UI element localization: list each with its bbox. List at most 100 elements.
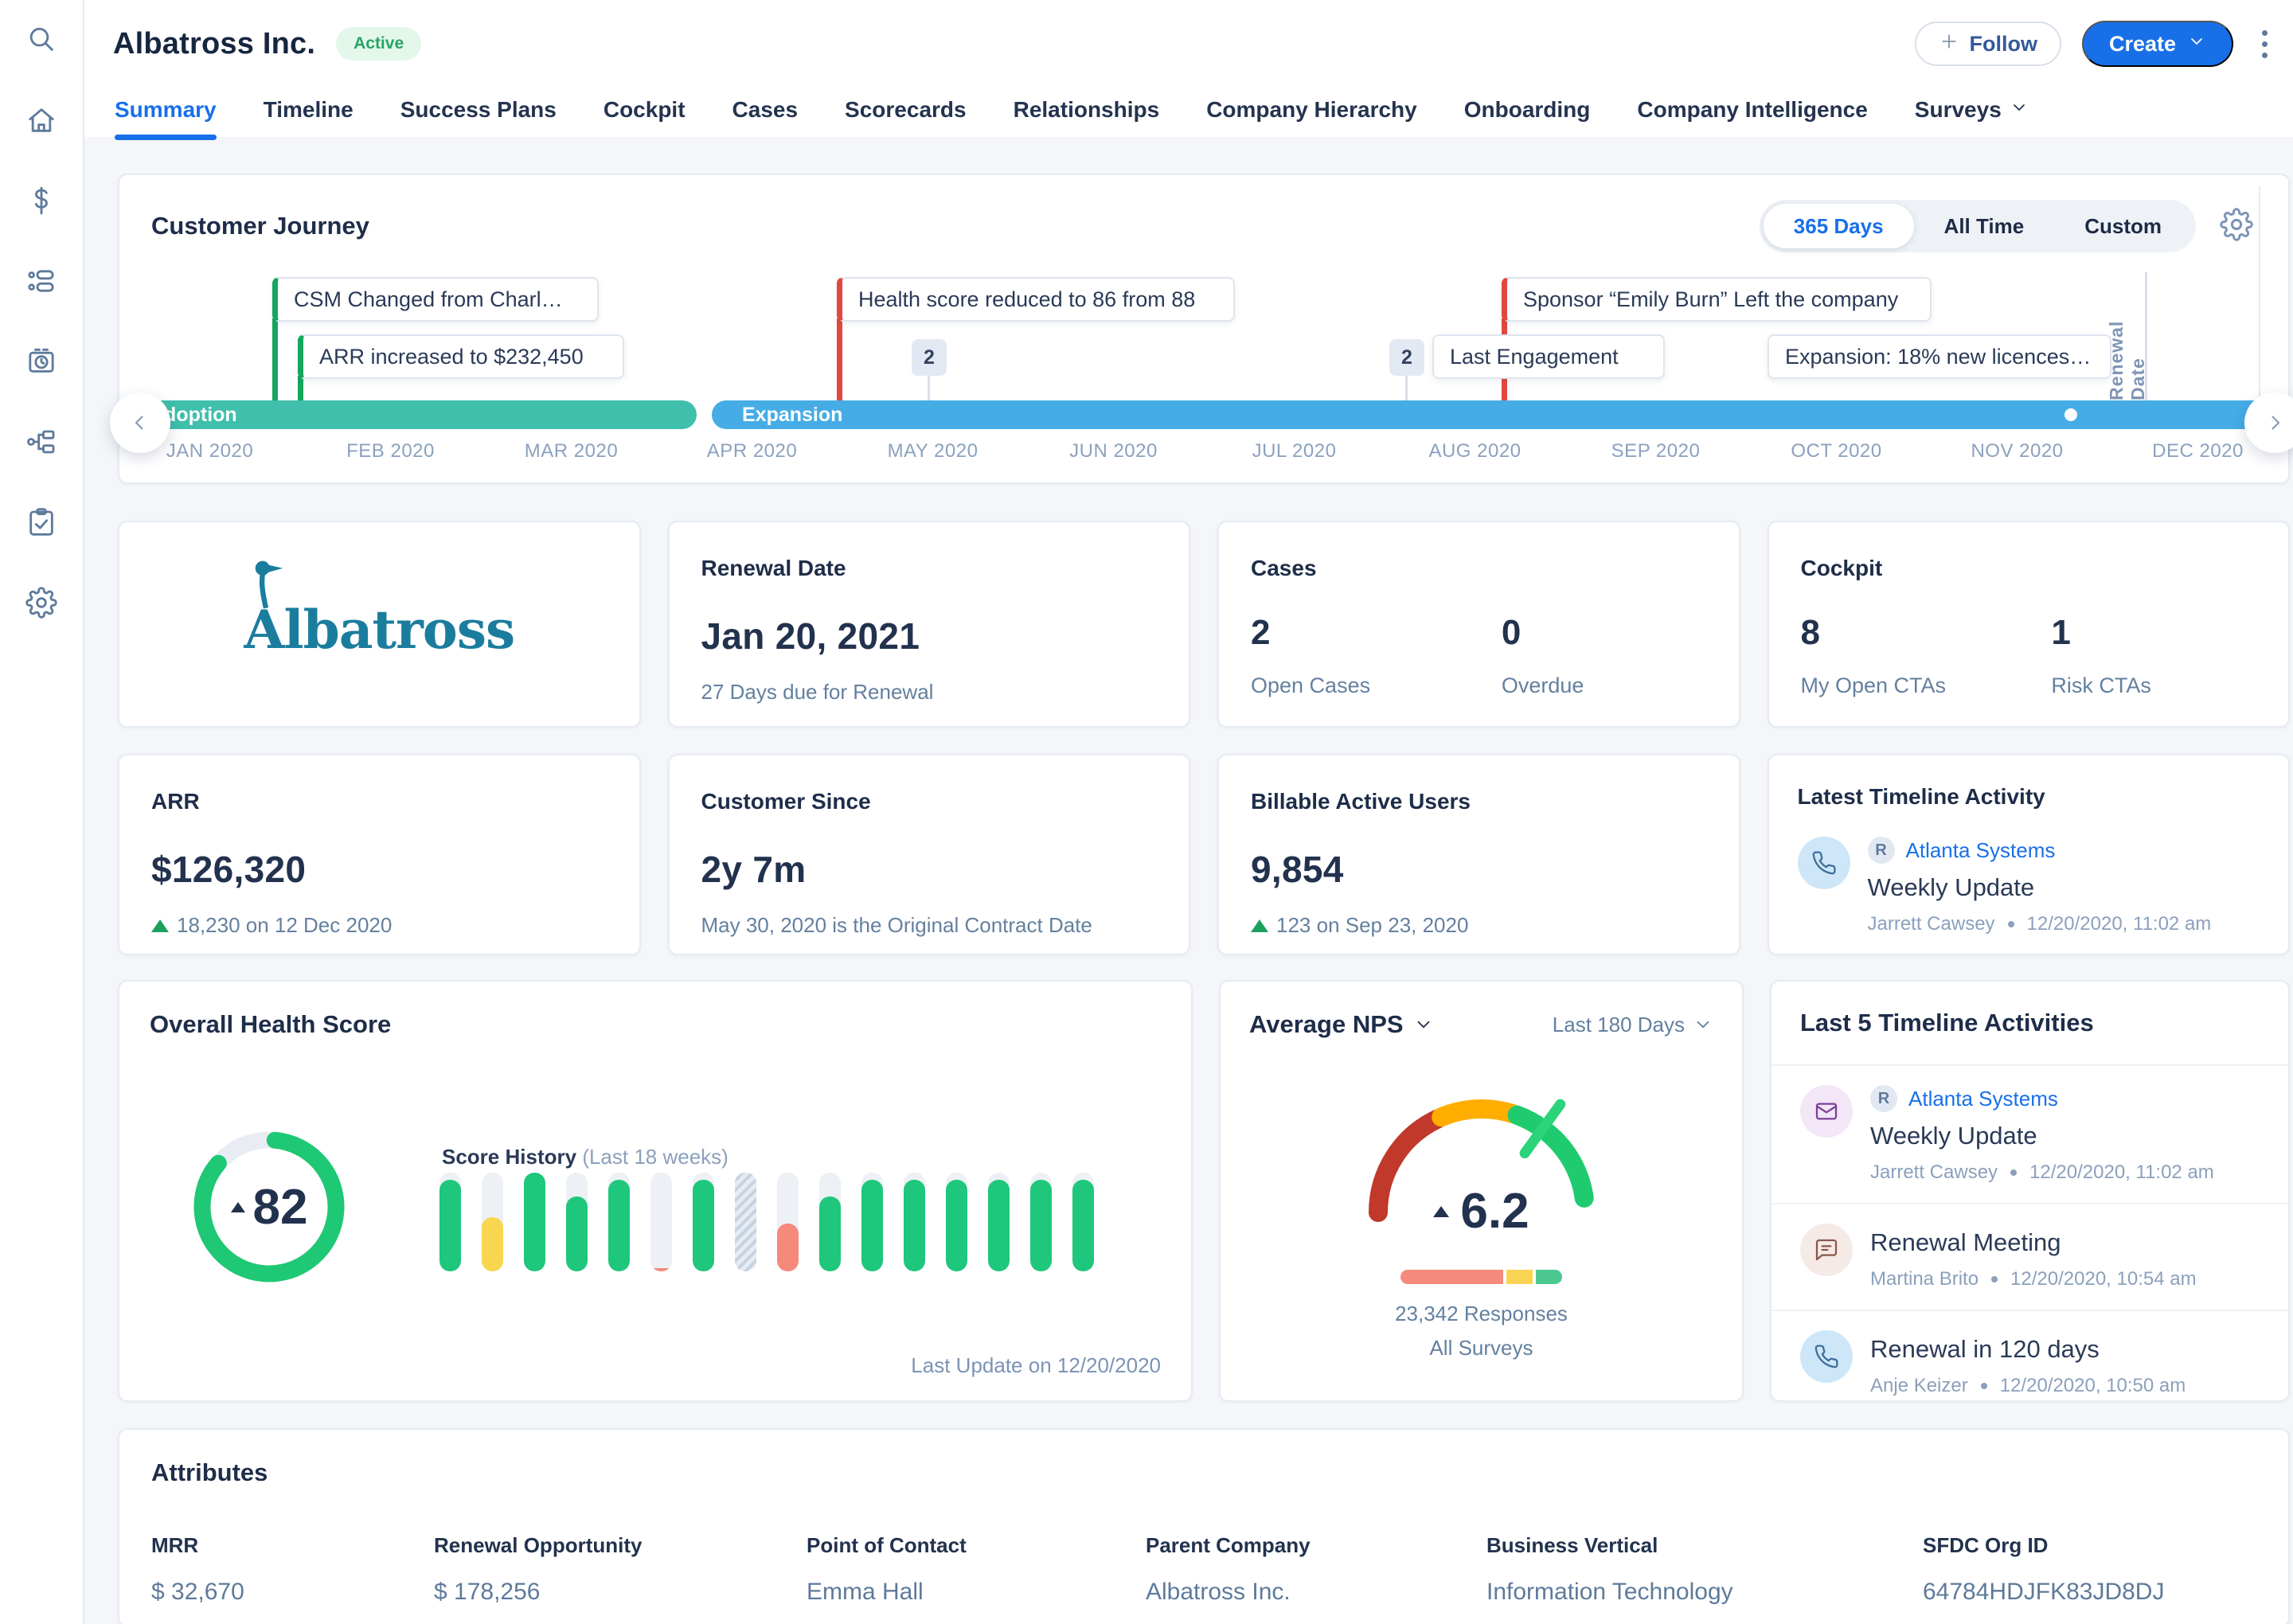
sidebar-item-dollar[interactable] — [24, 185, 59, 220]
event-stem — [272, 318, 278, 400]
renewal-dot — [2064, 408, 2077, 421]
sidebar-item-sliders[interactable] — [24, 265, 59, 300]
gear-icon[interactable] — [2220, 207, 2253, 245]
nps-period-dropdown[interactable]: Last 180 Days — [1553, 1013, 1713, 1037]
tab-scorecards[interactable]: Scorecards — [845, 97, 967, 140]
journey-title: Customer Journey — [151, 212, 369, 240]
event-group-stem — [1405, 373, 1408, 400]
timeline-next-button[interactable] — [2244, 392, 2293, 453]
timeline-activity-item[interactable]: Renewal Meeting Martina Brito 12/20/2020, … — [1772, 1204, 2288, 1311]
nps-scope: All Surveys — [1429, 1336, 1533, 1360]
sidebar-item-hierarchy[interactable] — [24, 426, 59, 461]
account-link[interactable]: Atlanta Systems — [1905, 837, 2056, 862]
journey-event[interactable]: Sponsor “Emily Burn” Left the company — [1502, 277, 1932, 322]
stat-label: My Open CTAs — [1800, 673, 1947, 697]
company-logo-card: Albatross — [118, 521, 641, 728]
journey-range-toggle: 365 Days All Time Custom — [1759, 200, 2196, 252]
attribute-label: MRR — [151, 1533, 199, 1557]
sidebar-item-search[interactable] — [24, 24, 59, 59]
kebab-menu-icon[interactable] — [2254, 24, 2275, 64]
month-label: OCT 2020 — [1791, 440, 1882, 462]
albatross-bird-icon — [256, 560, 283, 609]
account-row: R Atlanta Systems — [1867, 837, 2212, 864]
tab-cockpit[interactable]: Cockpit — [604, 97, 686, 140]
card-title: Last 5 Timeline Activities — [1800, 1009, 2094, 1036]
sliders-icon — [25, 265, 57, 301]
timeline-activity-item[interactable]: R Atlanta Systems Weekly Update Jarrett Caw… — [1772, 1066, 2288, 1204]
score-history-bar — [904, 1173, 925, 1271]
score-history-bar — [566, 1173, 588, 1271]
tab-company-intelligence[interactable]: Company Intelligence — [1637, 97, 1867, 140]
phone-icon — [1800, 1330, 1853, 1383]
sidebar-item-timeline-clock[interactable] — [24, 345, 59, 381]
sidebar-item-home[interactable] — [24, 104, 59, 139]
timeline-clock-icon — [25, 345, 57, 381]
dot-separator — [1980, 1383, 1987, 1389]
tab-success-plans[interactable]: Success Plans — [400, 97, 557, 140]
score-history-bar — [735, 1173, 756, 1271]
event-group-stem — [928, 373, 930, 400]
tab-summary[interactable]: Summary — [115, 97, 217, 140]
range-option-custom[interactable]: Custom — [2084, 213, 2162, 238]
tab-onboarding[interactable]: Onboarding — [1464, 97, 1591, 140]
tab-surveys[interactable]: Surveys — [1915, 97, 2029, 140]
score-history-subtitle: (Last 18 weeks) — [582, 1145, 729, 1169]
customer-since-note: May 30, 2020 is the Original Contract Da… — [701, 913, 1092, 937]
month-label: AUG 2020 — [1428, 440, 1522, 462]
journey-event[interactable]: CSM Changed from Charl… — [272, 277, 599, 322]
nps-value: 6.2 — [1350, 1183, 1613, 1239]
journey-event[interactable]: Expansion: 18% new licences… — [1768, 334, 2111, 379]
journey-event-group[interactable]: 2 — [912, 339, 947, 376]
score-history-bar — [777, 1173, 799, 1271]
score-history-bar-fill — [524, 1173, 545, 1271]
sidebar-item-tasks[interactable] — [24, 506, 59, 541]
activity-body: Renewal Meeting Martina Brito 12/20/2020, … — [1870, 1224, 2197, 1290]
timeline-prev-button[interactable] — [110, 392, 170, 453]
account-link[interactable]: Atlanta Systems — [1908, 1086, 2058, 1111]
trend-up-icon — [1251, 919, 1268, 932]
nps-title-dropdown[interactable]: Average NPS — [1249, 1010, 1434, 1039]
range-option-all-time[interactable]: All Time — [1943, 213, 2025, 238]
tab-cases[interactable]: Cases — [732, 97, 799, 140]
score-history-bar-fill — [946, 1179, 967, 1271]
card-title: Cockpit — [1800, 556, 1883, 580]
activity-title: Renewal Meeting — [1870, 1228, 2061, 1256]
score-history-bar — [1030, 1173, 1052, 1271]
attribute-label: Renewal Opportunity — [434, 1533, 643, 1557]
score-history-bar-fill — [1030, 1179, 1052, 1271]
journey-event[interactable]: Health score reduced to 86 from 88 — [837, 277, 1235, 322]
month-label: DEC 2020 — [2152, 440, 2244, 462]
score-history-bar-fill — [904, 1179, 925, 1271]
kpi-row-2: ARR $126,320 18,230 on 12 Dec 2020 Custo… — [118, 754, 2290, 955]
main-area: Albatross Inc. Active Follow Create Summ… — [84, 0, 2293, 1624]
journey-event-group[interactable]: 2 — [1389, 339, 1424, 376]
attribute-label: Point of Contact — [807, 1533, 967, 1557]
nps-segment-passives — [1506, 1270, 1533, 1284]
journey-event[interactable]: Last Engagement — [1432, 334, 1665, 379]
activity-body: Renewal in 120 days Anje Keizer 12/20/2020… — [1870, 1330, 2186, 1397]
activity-meta: Jarrett Cawsey 12/20/2020, 11:02 am — [1870, 1161, 2214, 1184]
tab-company-hierarchy[interactable]: Company Hierarchy — [1206, 97, 1417, 140]
tab-relationships[interactable]: Relationships — [1014, 97, 1160, 140]
attribute-value: Emma Hall — [807, 1579, 924, 1605]
health-score-value: 82 — [189, 1127, 349, 1286]
renewal-date-note: 27 Days due for Renewal — [701, 680, 934, 704]
card-title: Billable Active Users — [1251, 789, 1471, 814]
attribute-value: Information Technology — [1486, 1579, 1733, 1605]
timeline-activity-item[interactable]: Renewal in 120 days Anje Keizer 12/20/2020… — [1772, 1311, 2288, 1400]
follow-button[interactable]: Follow — [1915, 21, 2061, 66]
range-option-365-days[interactable]: 365 Days — [1763, 204, 1914, 248]
arr-delta: 18,230 on 12 Dec 2020 — [151, 913, 607, 938]
score-history-bar-fill — [988, 1179, 1010, 1271]
billable-users-card: Billable Active Users 9,854 123 on Sep 2… — [1217, 754, 1740, 955]
sidebar-item-gear[interactable] — [24, 586, 59, 622]
journey-event[interactable]: ARR increased to $232,450 — [298, 334, 624, 379]
activity-author: Martina Brito — [1870, 1268, 1979, 1290]
create-button[interactable]: Create — [2081, 21, 2233, 67]
arr-delta-text: 18,230 on 12 Dec 2020 — [177, 913, 393, 937]
tab-timeline[interactable]: Timeline — [264, 97, 354, 140]
score-history-bar-fill — [482, 1216, 503, 1271]
month-label: FEB 2020 — [346, 440, 435, 462]
latest-activity-item[interactable]: R Atlanta Systems Weekly Update Jarrett … — [1797, 837, 2260, 935]
